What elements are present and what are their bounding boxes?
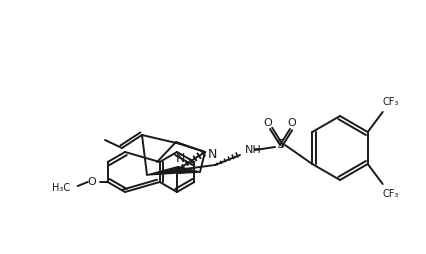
Text: O: O: [87, 177, 96, 187]
Polygon shape: [147, 167, 177, 175]
Text: NH: NH: [245, 145, 261, 155]
Text: N: N: [175, 151, 184, 165]
Polygon shape: [176, 167, 199, 173]
Text: CF₃: CF₃: [382, 189, 398, 199]
Text: O: O: [263, 118, 272, 128]
Text: O: O: [287, 118, 296, 128]
Text: N: N: [207, 148, 216, 161]
Text: H₃C: H₃C: [52, 183, 69, 193]
Text: CF₃: CF₃: [382, 97, 398, 107]
Text: S: S: [275, 138, 283, 151]
